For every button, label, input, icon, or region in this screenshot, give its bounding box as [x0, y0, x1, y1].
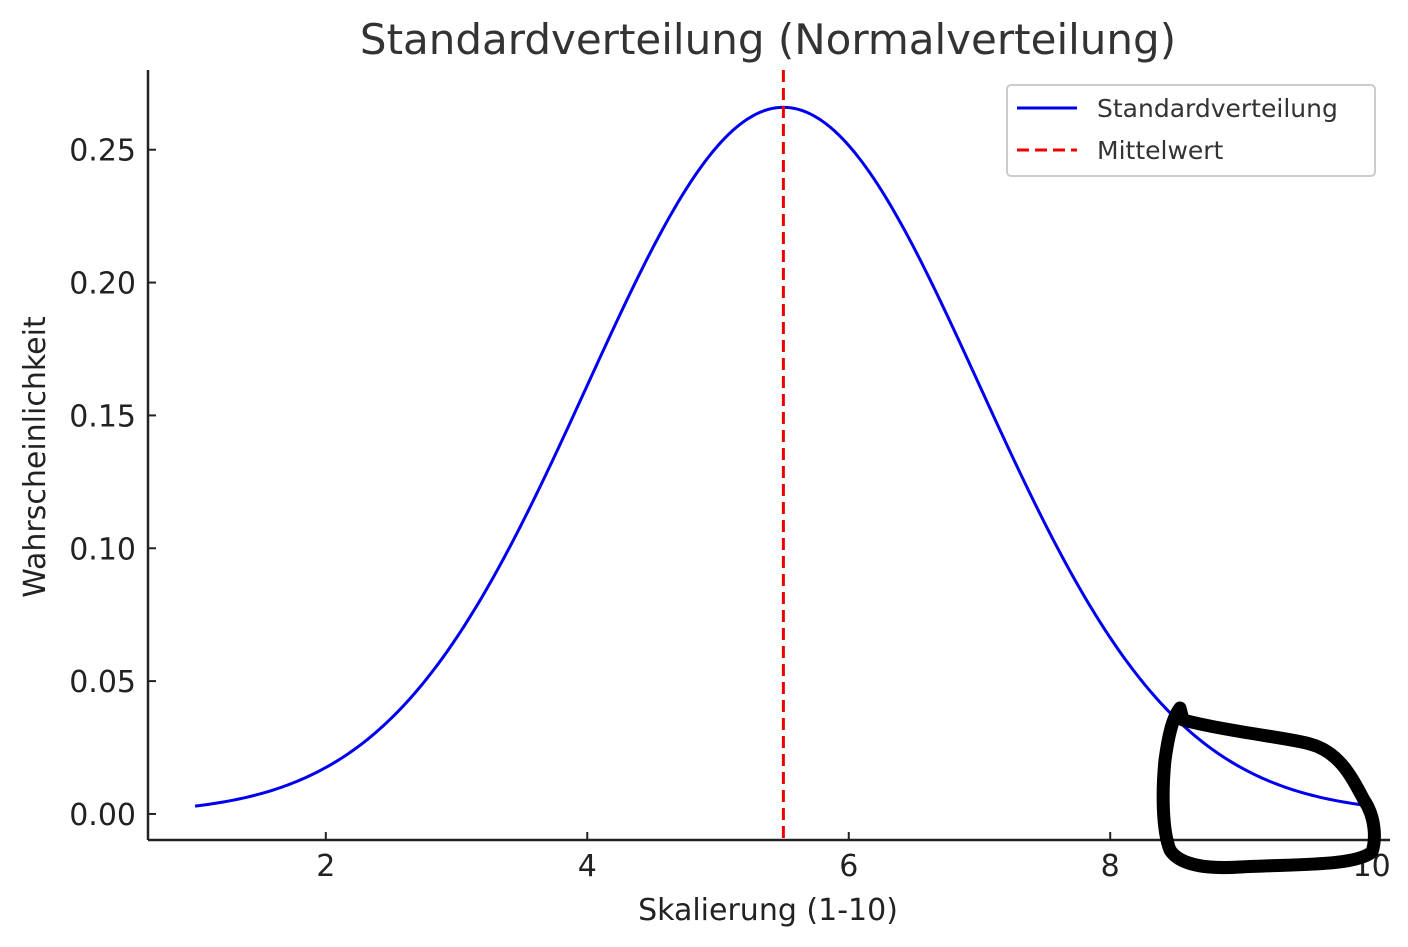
y-ticks: 0.00 0.05 0.10 0.15 0.20 0.25	[69, 134, 156, 833]
x-tick-label: 6	[839, 849, 858, 884]
hand-drawn-annotation	[1156, 701, 1381, 875]
x-axis-label: Skalierung (1-10)	[638, 893, 898, 928]
legend-box	[1006, 84, 1376, 177]
y-tick-label: 0.25	[69, 134, 136, 169]
chart-title: Standardverteilung (Normalverteilung)	[360, 15, 1176, 64]
legend: Standardverteilung Mittelwert	[1006, 84, 1376, 177]
y-axis-label: Wahrscheinlichkeit	[18, 316, 53, 598]
axes	[146, 70, 1390, 842]
x-tick-label: 2	[316, 849, 335, 884]
y-tick-label: 0.20	[69, 267, 136, 302]
y-tick-label: 0.15	[69, 399, 136, 434]
y-tick-label: 0.10	[69, 532, 136, 567]
x-tick-label: 4	[578, 849, 597, 884]
x-tick-label: 8	[1101, 849, 1120, 884]
legend-label-mittelwert: Mittelwert	[1097, 136, 1224, 165]
y-tick-label: 0.00	[69, 798, 136, 833]
y-tick-label: 0.05	[69, 665, 136, 700]
legend-label-standardverteilung: Standardverteilung	[1097, 94, 1338, 123]
